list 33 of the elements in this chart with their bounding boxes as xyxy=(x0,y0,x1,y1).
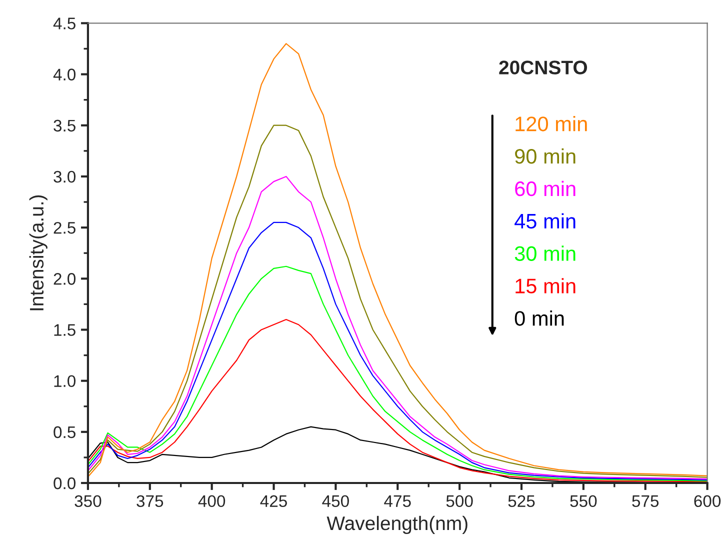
y-tick-label: 0.0 xyxy=(54,477,76,490)
y-tick-label: 0.5 xyxy=(54,426,76,438)
x-tick-label: 575 xyxy=(632,495,659,508)
x-tick-label: 350 xyxy=(74,495,102,508)
line-series xyxy=(88,43,708,478)
x-axis-title: Wavelength(nm) xyxy=(326,516,468,534)
x-tick-label: 550 xyxy=(570,495,597,508)
x-tick-label: 425 xyxy=(260,495,287,508)
x-tick-label: 475 xyxy=(384,495,411,508)
text: 120 min xyxy=(516,116,587,132)
y-axis-title: Intensity(a.u.) xyxy=(29,195,48,310)
y-tick-label: 4.5 xyxy=(53,18,76,30)
y-tick-label: 4.0 xyxy=(53,68,76,80)
text: 90 min xyxy=(515,148,576,164)
x-tick-label: 525 xyxy=(508,495,535,508)
x-tick-label: 450 xyxy=(322,495,349,508)
x-tick-label: 375 xyxy=(136,495,164,508)
text: 60 min xyxy=(515,180,576,196)
y-tick-label: 2.5 xyxy=(54,222,76,234)
text: 30 min xyxy=(514,246,576,261)
legend-label: 0 min xyxy=(514,310,564,326)
x-tick-label: 600 xyxy=(694,495,721,508)
y-tick-label: 2.0 xyxy=(54,273,76,285)
text: 15 min xyxy=(516,278,576,294)
x-tick-label: 500 xyxy=(446,495,473,508)
y-tick-label: 1.0 xyxy=(54,375,76,388)
annotation: 20CNSTO xyxy=(499,60,588,74)
y-tick-label: 3.5 xyxy=(54,120,76,132)
y-tick-label: 1.5 xyxy=(54,324,76,336)
x-tick-label: 400 xyxy=(198,495,226,508)
text: 45 min xyxy=(514,213,576,229)
line-series xyxy=(88,266,708,482)
y-tick-label: 3.0 xyxy=(54,170,76,183)
